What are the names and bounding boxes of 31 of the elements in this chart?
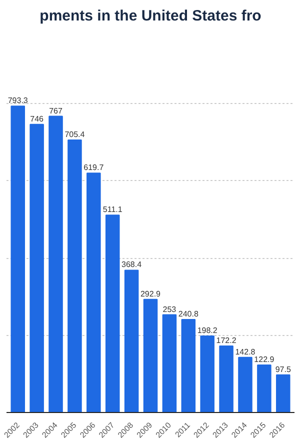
bar	[124, 270, 139, 412]
data-label: 793.3	[8, 96, 28, 106]
bar	[200, 335, 214, 412]
bar	[10, 106, 25, 412]
bar	[68, 140, 82, 412]
bar	[105, 214, 120, 412]
bar	[219, 345, 234, 412]
data-label: 619.7	[84, 163, 104, 172]
bar	[238, 356, 252, 412]
data-label: 767	[49, 106, 63, 116]
bar	[162, 314, 177, 412]
bar	[30, 124, 44, 412]
data-label: 253	[162, 304, 177, 314]
bar	[48, 116, 63, 412]
bar	[257, 364, 272, 412]
data-label: 97.5	[275, 364, 292, 374]
bar	[143, 298, 158, 412]
data-label: 705.4	[64, 130, 86, 140]
data-label: 122.9	[254, 355, 275, 364]
data-label: 172.2	[216, 336, 237, 345]
data-label: 746	[30, 114, 44, 124]
data-label: 368.4	[122, 260, 142, 270]
data-label: 142.8	[235, 347, 256, 356]
chart-title: pments in the United States fro	[40, 8, 262, 24]
data-label: 240.8	[178, 309, 199, 318]
bar	[276, 374, 290, 412]
data-label: 511.1	[102, 205, 123, 214]
data-label: 292.9	[140, 289, 162, 298]
bar	[86, 172, 101, 412]
bar	[181, 318, 196, 412]
data-label: 198.2	[197, 326, 218, 335]
